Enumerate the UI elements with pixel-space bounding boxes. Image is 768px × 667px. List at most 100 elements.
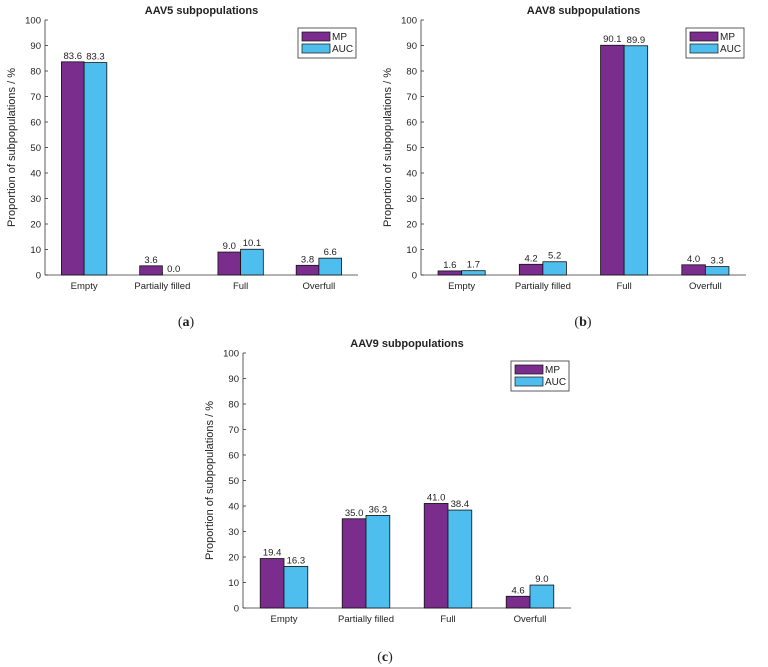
y-tick-label: 30 xyxy=(406,194,417,205)
data-label: 3.6 xyxy=(144,255,157,266)
y-tick-label: 40 xyxy=(228,501,239,512)
data-label: 10.1 xyxy=(243,238,262,249)
bar-mp xyxy=(61,61,85,276)
y-tick-label: 50 xyxy=(406,143,417,154)
x-tick-label: Overfull xyxy=(303,281,336,292)
x-tick-label: Full xyxy=(233,281,248,292)
x-tick-label: Empty xyxy=(271,614,298,625)
bar-auc xyxy=(365,515,391,609)
y-tick-label: 100 xyxy=(25,15,41,26)
y-tick-label: 0 xyxy=(36,270,41,281)
data-label: 9.0 xyxy=(223,241,236,252)
data-label: 4.2 xyxy=(524,253,537,264)
y-tick-label: 80 xyxy=(406,66,417,77)
panel-label: (a) xyxy=(178,315,195,330)
legend-swatch-auc xyxy=(301,43,331,54)
chart-panel-1: AAV5 subpopulations 0 10 20 30 40 50 60 70 80 90 10… xyxy=(6,5,358,292)
x-tick-label: Partially filled xyxy=(338,614,394,625)
data-label: 3.8 xyxy=(301,254,314,265)
bar-mp xyxy=(341,518,367,609)
y-tick-label: 20 xyxy=(406,219,417,230)
y-tick-label: 30 xyxy=(228,527,239,538)
data-label: 4.6 xyxy=(512,585,525,596)
y-tick-label: 90 xyxy=(406,41,417,52)
y-tick-label: 20 xyxy=(30,219,41,230)
y-tick-label: 60 xyxy=(406,117,417,128)
bar-auc xyxy=(461,270,486,276)
bar-mp xyxy=(295,264,320,276)
bar-auc xyxy=(283,566,309,609)
y-tick-label: 60 xyxy=(30,117,41,128)
chart-title: AAV8 subpopulations xyxy=(527,5,640,17)
x-tick-label: Overfull xyxy=(689,281,722,292)
legend-label: AUC xyxy=(720,44,741,55)
x-tick-label: Full xyxy=(440,614,455,625)
data-label: 1.7 xyxy=(467,260,480,271)
y-axis-label: Proportion of subpopulations / % xyxy=(382,68,394,227)
x-tick-label: Empty xyxy=(71,281,98,292)
data-label: 0.0 xyxy=(167,264,180,275)
bar-mp xyxy=(259,558,285,609)
data-label: 83.6 xyxy=(64,51,83,62)
bar-mp xyxy=(423,503,449,609)
y-tick-label: 50 xyxy=(228,476,239,487)
bar-auc xyxy=(623,45,649,276)
y-tick-label: 0 xyxy=(234,603,239,614)
chart-panel-2: AAV8 subpopulations 0 10 20 30 40 50 60 70 80 90 10… xyxy=(382,5,746,292)
data-label: 83.3 xyxy=(86,52,105,63)
bar-auc xyxy=(240,248,264,276)
legend-swatch-auc xyxy=(514,376,544,387)
bar-auc xyxy=(318,257,342,276)
y-tick-label: 10 xyxy=(406,245,417,256)
y-tick-label: 20 xyxy=(228,552,239,563)
bar-auc xyxy=(529,584,555,609)
bar-auc xyxy=(447,509,473,609)
y-axis-label: Proportion of subpopulations / % xyxy=(6,68,18,227)
legend-label: AUC xyxy=(545,377,566,388)
chart-panel-3: AAV9 subpopulations 0 10 20 30 40 50 60 70 80 90 10… xyxy=(204,338,571,625)
data-label: 35.0 xyxy=(345,508,364,519)
legend-swatch-mp xyxy=(514,364,544,375)
y-tick-label: 100 xyxy=(223,348,239,359)
y-axis-label: Proportion of subpopulations / % xyxy=(204,401,216,560)
y-tick-label: 10 xyxy=(228,578,239,589)
chart-title: AAV9 subpopulations xyxy=(350,338,463,350)
legend-label: MP xyxy=(545,365,560,376)
y-tick-label: 30 xyxy=(30,194,41,205)
data-label: 6.6 xyxy=(324,247,337,258)
bar-mp xyxy=(681,264,706,276)
data-label: 41.0 xyxy=(427,492,446,503)
y-tick-label: 50 xyxy=(30,143,41,154)
x-tick-label: Partially filled xyxy=(134,281,190,292)
bar-auc xyxy=(704,266,730,276)
x-tick-label: Overfull xyxy=(514,614,547,625)
y-tick-label: 90 xyxy=(30,41,41,52)
data-label: 4.0 xyxy=(687,254,700,265)
bar-mp xyxy=(600,44,625,276)
bar-auc xyxy=(83,62,108,276)
y-tick-label: 10 xyxy=(30,245,41,256)
y-tick-label: 100 xyxy=(401,15,417,26)
bar-mp xyxy=(505,595,531,609)
chart-title: AAV5 subpopulations xyxy=(145,5,258,17)
legend-swatch-auc xyxy=(689,43,719,54)
legend-label: MP xyxy=(332,32,347,43)
data-label: 9.0 xyxy=(535,574,548,585)
panel-label: (b) xyxy=(574,315,591,330)
legend-label: MP xyxy=(720,32,735,43)
x-tick-label: Empty xyxy=(448,281,475,292)
y-tick-label: 40 xyxy=(406,168,417,179)
x-tick-label: Partially filled xyxy=(515,281,571,292)
y-tick-label: 70 xyxy=(30,92,41,103)
legend-label: AUC xyxy=(332,44,353,55)
x-tick-label: Full xyxy=(616,281,631,292)
y-tick-label: 70 xyxy=(406,92,417,103)
bar-auc xyxy=(542,261,567,276)
data-label: 1.6 xyxy=(443,260,456,271)
panel-label: (c) xyxy=(377,650,393,665)
legend-swatch-mp xyxy=(689,31,719,42)
bar-mp xyxy=(217,251,242,276)
